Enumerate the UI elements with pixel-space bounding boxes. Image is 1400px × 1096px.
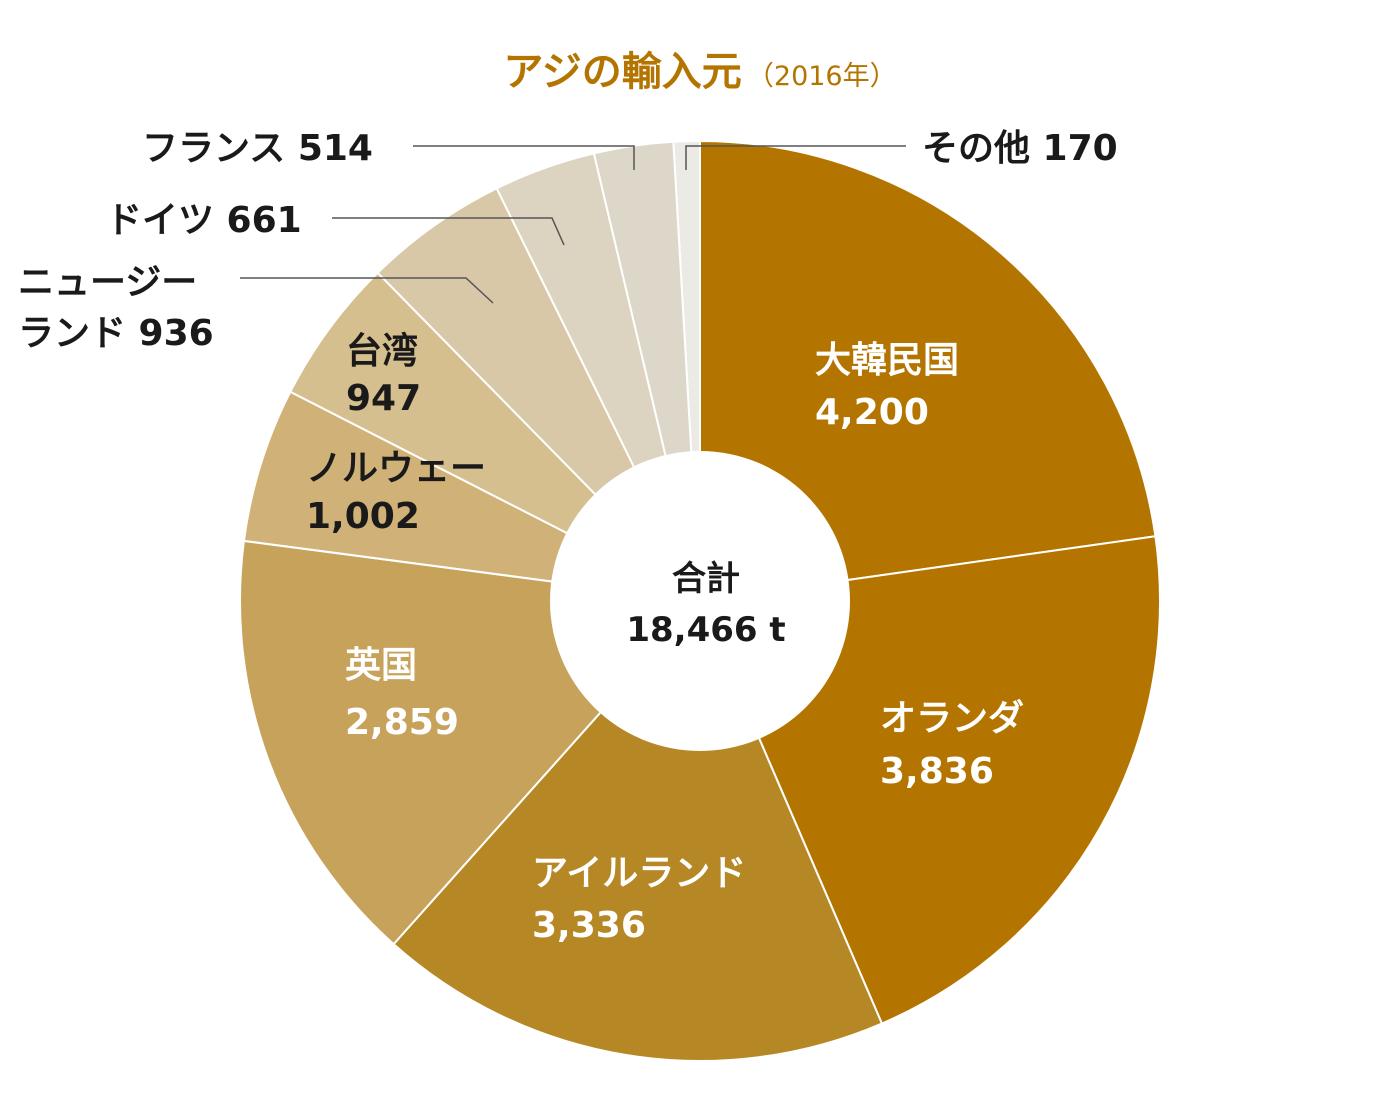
slice-label-value: 3,336	[532, 905, 646, 946]
slice-label-name: 台湾	[346, 330, 418, 372]
slice-label-name: ノルウェー	[306, 448, 486, 489]
leader-line	[240, 277, 494, 304]
slice-label-value: 4,200	[815, 392, 929, 433]
chart-title-main: アジの輸入元	[503, 49, 741, 95]
slice-label-name: その他 170	[922, 128, 1118, 169]
slice-label-name: アイルランド	[532, 853, 746, 894]
slice-label-name: ランド 936	[18, 313, 214, 354]
slice-labels: 大韓民国 4,200 オランダ 3,836 アイルランド 3,336 英国 2,859 ノルウェ…	[18, 128, 1118, 946]
pie-slice	[392, 599, 884, 1062]
slice-label-name: オランダ	[880, 698, 1024, 739]
leader-lines	[240, 145, 906, 304]
slice-label-name: 英国	[345, 645, 417, 686]
slice-label-name: ニュージー	[18, 262, 197, 303]
slice-label-value: 2,859	[345, 702, 459, 743]
center-label: 合計	[672, 559, 740, 599]
slice-label-value: 3,836	[880, 751, 994, 792]
slice-label-name: フランス 514	[142, 128, 373, 169]
slice-label-value: 1,002	[306, 496, 420, 537]
chart-subtitle: （2016年）	[747, 61, 897, 92]
leader-line	[332, 217, 565, 246]
chart-title: アジの輸入元 （2016年）	[503, 49, 896, 95]
leader-line	[413, 145, 635, 170]
leader-line	[685, 145, 906, 170]
pie-slice	[699, 139, 1157, 603]
slice-label-value: 947	[346, 378, 421, 419]
slice-label-name: ドイツ 661	[106, 200, 302, 241]
center-hole	[550, 451, 850, 751]
center-value: 18,466 t	[626, 610, 785, 650]
slice-label-name: 大韓民国	[815, 340, 959, 381]
